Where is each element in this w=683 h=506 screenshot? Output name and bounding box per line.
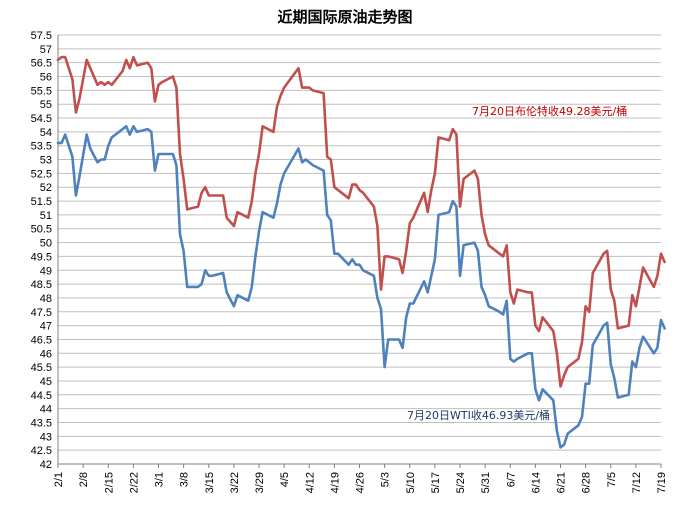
y-tick-label: 45 <box>40 376 52 388</box>
x-tick-label: 4/5 <box>279 472 291 487</box>
x-tick-label: 5/17 <box>430 472 442 493</box>
y-tick-label: 57.5 <box>31 30 52 42</box>
x-tick-label: 6/14 <box>530 472 542 493</box>
y-tick-label: 47 <box>40 321 52 333</box>
y-tick-label: 56.5 <box>31 58 52 70</box>
x-tick-label: 7/12 <box>631 472 643 493</box>
x-tick-label: 7/5 <box>606 472 618 487</box>
y-tick-label: 47.5 <box>31 307 52 319</box>
y-tick-label: 51 <box>40 210 52 222</box>
x-tick-label: 2/8 <box>78 472 90 487</box>
y-tick-label: 42.5 <box>31 445 52 457</box>
y-tick-label: 43 <box>40 431 52 443</box>
x-tick-label: 2/15 <box>103 472 115 493</box>
x-tick-label: 5/10 <box>405 472 417 493</box>
y-tick-label: 53 <box>40 155 52 167</box>
y-axis-tick-labels: 42 42.5 43 43.544 44.5 45 45.5 46 46.547 47.5 48 48… <box>31 30 52 471</box>
y-tick-label: 51.5 <box>31 196 52 208</box>
y-tick-label: 46 <box>40 348 52 360</box>
wti-series-line <box>56 125 666 449</box>
x-tick-label: 6/28 <box>581 472 593 493</box>
x-tick-label: 3/15 <box>204 472 216 493</box>
y-tick-label: 57 <box>40 44 52 56</box>
y-tick-label: 53.5 <box>31 141 52 153</box>
y-tick-label: 49.5 <box>31 251 52 263</box>
x-tick-label: 5/31 <box>480 472 492 493</box>
y-tick-label: 48 <box>40 293 52 305</box>
x-tick-label: 4/26 <box>355 472 367 493</box>
y-tick-label: 52.5 <box>31 168 52 180</box>
brent-close-annotation: 7月20日布伦特收49.28美元/桶 <box>472 104 627 118</box>
x-tick-label: 3/8 <box>179 472 191 487</box>
y-tick-label: 54 <box>40 127 52 139</box>
y-tick-label: 49 <box>40 265 52 277</box>
grid-lines <box>57 34 662 468</box>
x-tick-label: 4/12 <box>304 472 316 493</box>
y-tick-label: 56 <box>40 72 52 84</box>
wti-close-annotation: 7月20日WTI收46.93美元/桶 <box>407 408 550 422</box>
chart-title: 近期国际原油走势图 <box>277 8 412 26</box>
x-tick-label: 2/22 <box>128 472 140 493</box>
x-tick-label: 4/19 <box>329 472 341 493</box>
y-tick-label: 55 <box>40 99 52 111</box>
y-tick-label: 48.5 <box>31 279 52 291</box>
x-tick-label: 3/22 <box>229 472 241 493</box>
x-tick-label: 5/3 <box>380 472 392 487</box>
y-tick-label: 50.5 <box>31 224 52 236</box>
y-tick-label: 44 <box>40 404 52 416</box>
y-tick-label: 55.5 <box>31 85 52 97</box>
x-tick-label: 6/7 <box>505 472 517 487</box>
brent-series-line <box>56 55 666 388</box>
y-tick-label: 43.5 <box>31 417 52 429</box>
y-tick-label: 45.5 <box>31 362 52 374</box>
x-tick-label: 2/1 <box>53 472 65 487</box>
y-tick-label: 52 <box>40 182 52 194</box>
y-tick-label: 46.5 <box>31 334 52 346</box>
y-tick-label: 44.5 <box>31 390 52 402</box>
x-tick-label: 3/1 <box>154 472 166 487</box>
y-tick-label: 50 <box>40 238 52 250</box>
x-tick-label: 7/19 <box>656 472 668 493</box>
series-lines <box>56 55 666 449</box>
x-tick-label: 3/29 <box>254 472 266 493</box>
x-tick-label: 6/21 <box>556 472 568 493</box>
y-tick-label: 54.5 <box>31 113 52 125</box>
y-tick-label: 42 <box>40 459 52 471</box>
x-tick-label: 5/24 <box>455 472 467 493</box>
x-axis-tick-labels: 2/1 2/8 2/15 2/22 3/1 3/8 3/15 3/22 3/29 4/5 4/12 4… <box>53 472 668 493</box>
